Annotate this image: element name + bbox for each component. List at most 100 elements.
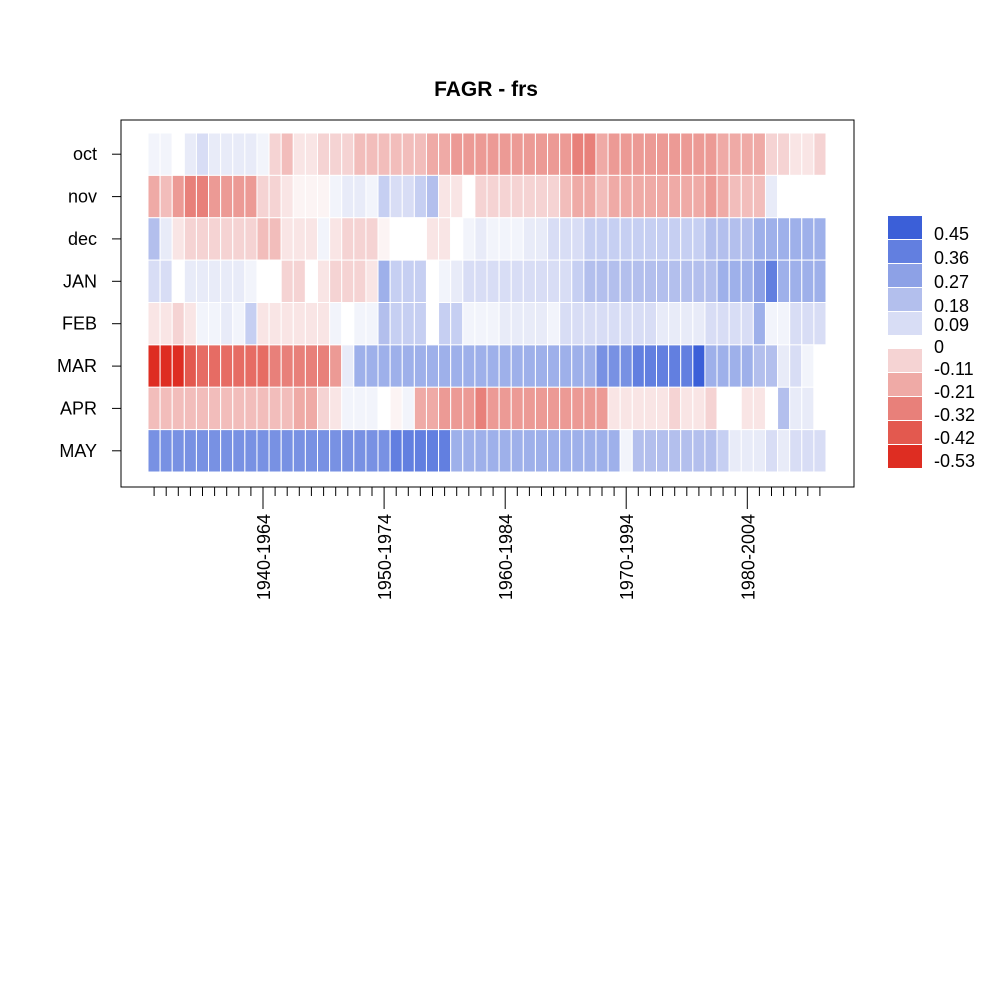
heatmap-cell-MAY-3 [183,429,197,473]
heatmap-cell-oct-17 [353,132,367,176]
heatmap-cell-MAY-39 [619,429,633,473]
heatmap-cell-dec-37 [595,217,609,261]
heatmap-cell-oct-35 [571,132,585,176]
heatmap-cell-MAR-53 [789,344,803,388]
heatmap-cell-nov-16 [341,174,355,219]
heatmap-cell-JAN-55 [813,259,827,304]
heatmap-cell-APR-45 [692,386,706,431]
heatmap-cell-JAN-52 [777,259,791,304]
legend-swatch-0 [888,216,922,239]
heatmap-cell-APR-0 [147,386,161,431]
heatmap-cell-MAR-52 [777,344,791,388]
heatmap-cell-oct-0 [147,132,161,176]
heatmap-cell-dec-6 [220,217,234,261]
heatmap-cell-APR-23 [425,386,440,431]
heatmap-cell-nov-10 [268,174,282,219]
heatmap-cell-JAN-40 [631,259,645,304]
heatmap-cell-nov-5 [208,174,222,219]
heatmap-cell-APR-11 [280,386,294,431]
heatmap-cell-JAN-12 [292,259,306,304]
y-tick-label-APR: APR [60,398,97,418]
heatmap-cell-MAY-30 [510,429,524,473]
heatmap-cell-oct-52 [777,132,791,176]
heatmap-cell-FEB-27 [474,302,488,346]
heatmap-cell-nov-8 [244,174,258,219]
heatmap-cell-JAN-19 [377,259,391,304]
heatmap-cell-JAN-8 [244,259,258,304]
heatmap-cell-JAN-29 [498,259,512,304]
heatmap-cell-JAN-0 [147,259,161,304]
heatmap-cell-dec-45 [692,217,706,261]
heatmap-cell-oct-23 [425,132,440,176]
heatmap-cell-dec-54 [801,217,815,261]
heatmap-cell-JAN-41 [643,259,658,304]
heatmap-cell-MAY-53 [789,429,803,473]
heatmap-cell-JAN-11 [280,259,294,304]
heatmap-cell-FEB-25 [450,302,464,346]
heatmap-cell-FEB-33 [547,302,561,346]
heatmap-cell-nov-51 [764,174,779,219]
y-tick-label-oct: oct [73,144,97,164]
legend-swatch-5 [888,349,922,372]
heatmap-cell-oct-50 [752,132,766,176]
heatmap-cell-MAR-47 [716,344,730,388]
heatmap-cell-oct-24 [438,132,452,176]
y-tick-label-JAN: JAN [63,271,97,291]
heatmap-cell-oct-32 [534,132,549,176]
heatmap-cell-APR-31 [522,386,536,431]
heatmap-cell-APR-50 [752,386,766,431]
heatmap-cell-oct-6 [220,132,234,176]
heatmap-cell-JAN-9 [256,259,270,304]
legend-swatch-6 [888,373,922,396]
heatmap-cell-oct-1 [159,132,173,176]
heatmap-cell-MAY-54 [801,429,815,473]
heatmap-cell-oct-29 [498,132,512,176]
chart-title: FAGR - frs [434,78,538,101]
heatmap-cell-dec-3 [183,217,197,261]
heatmap-cell-dec-52 [777,217,791,261]
heatmap-cell-oct-2 [171,132,185,176]
heatmap-cell-APR-6 [220,386,234,431]
heatmap-cell-dec-33 [547,217,561,261]
heatmap-cell-APR-30 [510,386,524,431]
heatmap-cell-FEB-41 [643,302,658,346]
heatmap-cell-nov-4 [195,174,210,219]
legend-label-10: -0.53 [934,451,975,471]
heatmap-cell-FEB-38 [607,302,621,346]
heatmap-cell-oct-55 [813,132,827,176]
heatmap-cell-MAR-23 [425,344,440,388]
heatmap-cell-FEB-36 [583,302,597,346]
heatmap-cell-dec-35 [571,217,585,261]
heatmap-cell-oct-40 [631,132,645,176]
heatmap-cell-dec-27 [474,217,488,261]
heatmap-cell-FEB-7 [232,302,246,346]
heatmap-cell-dec-31 [522,217,536,261]
heatmap-cell-MAY-0 [147,429,161,473]
heatmap-cell-MAR-14 [317,344,331,388]
heatmap-cell-dec-4 [195,217,210,261]
heatmap-cell-MAR-6 [220,344,234,388]
heatmap-cell-MAY-51 [764,429,779,473]
heatmap-cell-nov-25 [450,174,464,219]
y-tick-label-MAR: MAR [57,356,97,376]
heatmap-cell-JAN-38 [607,259,621,304]
heatmap-cell-JAN-28 [486,259,500,304]
heatmap-cell-APR-24 [438,386,452,431]
heatmap-cell-MAR-44 [680,344,694,388]
heatmap-cell-dec-8 [244,217,258,261]
heatmap-cell-oct-7 [232,132,246,176]
heatmap-cell-oct-44 [680,132,694,176]
heatmap-cell-FEB-26 [462,302,476,346]
heatmap-cell-JAN-37 [595,259,609,304]
heatmap-cell-dec-55 [813,217,827,261]
heatmap-cell-MAY-55 [813,429,827,473]
heatmap-cell-dec-16 [341,217,355,261]
heatmap-cell-APR-22 [413,386,427,431]
heatmap-cells [147,132,827,473]
heatmap-cell-dec-49 [740,217,754,261]
heatmap-cell-APR-48 [728,386,742,431]
heatmap-cell-oct-53 [789,132,803,176]
heatmap-cell-oct-10 [268,132,282,176]
heatmap-cell-APR-9 [256,386,270,431]
heatmap-cell-MAR-12 [292,344,306,388]
